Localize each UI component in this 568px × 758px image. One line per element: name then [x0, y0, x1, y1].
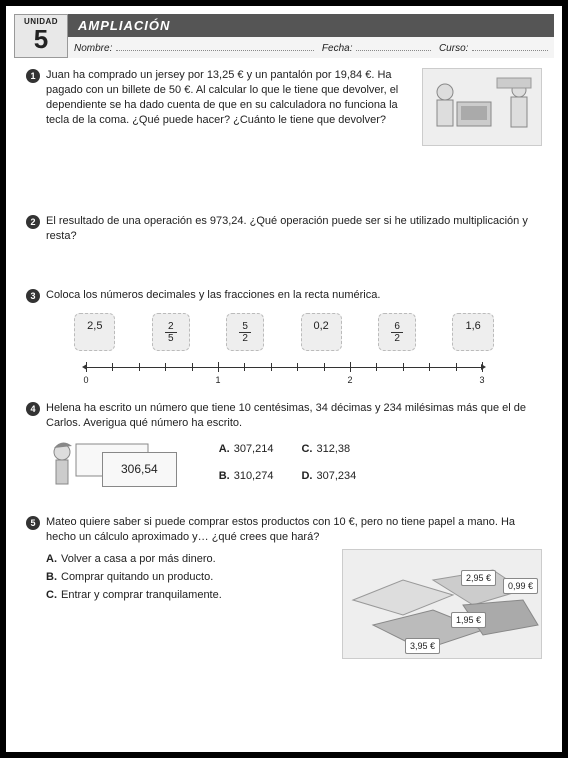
number-chip: 2,5 [74, 313, 115, 351]
question-1: 1 Juan ha comprado un jersey por 13,25 €… [26, 68, 542, 146]
question-2: 2 El resultado de una operación es 973,2… [26, 214, 542, 244]
q4-option-a: A.307,214 [219, 442, 274, 457]
q-number: 2 [26, 215, 40, 229]
axis-label: 1 [215, 375, 220, 385]
curso-input-line[interactable] [472, 41, 548, 51]
price-tag: 1,95 € [451, 612, 486, 628]
price-tag: 0,99 € [503, 578, 538, 594]
axis-label: 2 [347, 375, 352, 385]
number-chip: 1,6 [452, 313, 493, 351]
number-line: 0 1 2 3 [86, 361, 482, 387]
nombre-label: Nombre: [74, 43, 112, 54]
number-chip: 62 [378, 313, 416, 351]
question-3: 3 Coloca los números decimales y las fra… [26, 288, 542, 303]
price-tag: 3,95 € [405, 638, 440, 654]
number-chip: 25 [152, 313, 190, 351]
q4-option-c: C.312,38 [301, 442, 356, 457]
axis-label: 3 [479, 375, 484, 385]
q5-text: Mateo quiere saber si puede comprar esto… [46, 515, 542, 545]
q4-base-number: 306,54 [102, 452, 177, 486]
unit-number: 5 [15, 26, 67, 52]
q-number: 4 [26, 402, 40, 416]
title-wrap: AMPLIACIÓN Nombre: Fecha: Curso: [68, 14, 554, 58]
question-5: 5 Mateo quiere saber si puede comprar es… [26, 515, 542, 659]
q5-options: A.Volver a casa a por más dinero. B.Comp… [46, 549, 330, 606]
number-chip: 0,2 [301, 313, 342, 351]
q5-option-b: B.Comprar quitando un producto. [46, 570, 330, 585]
q-number: 1 [26, 69, 40, 83]
q4-option-d: D.307,234 [301, 469, 356, 484]
q5-option-a: A.Volver a casa a por más dinero. [46, 552, 330, 567]
shop-illustration [422, 68, 542, 146]
price-tag: 2,95 € [461, 570, 496, 586]
page-title: AMPLIACIÓN [68, 14, 554, 37]
fecha-input-line[interactable] [356, 41, 430, 51]
q-number: 5 [26, 516, 40, 530]
q3-chips: 2,5 25 52 0,2 62 1,6 [56, 313, 512, 351]
worksheet-header: UNIDAD 5 AMPLIACIÓN Nombre: Fecha: Curso… [14, 14, 554, 58]
fecha-label: Fecha: [322, 43, 353, 54]
q4-options: A.307,214 C.312,38 B.310,274 D.307,234 [219, 442, 357, 484]
question-4: 4 Helena ha escrito un número que tiene … [26, 401, 542, 496]
q4-option-b: B.310,274 [219, 469, 274, 484]
header-fields: Nombre: Fecha: Curso: [68, 37, 554, 58]
axis-label: 0 [83, 375, 88, 385]
q4-text: Helena ha escrito un número que tiene 10… [46, 401, 542, 431]
q3-text: Coloca los números decimales y las fracc… [46, 288, 542, 303]
q2-text: El resultado de una operación es 973,24.… [46, 214, 542, 244]
q-number: 3 [26, 289, 40, 303]
unit-box: UNIDAD 5 [14, 14, 68, 58]
content: 1 Juan ha comprado un jersey por 13,25 €… [6, 58, 562, 675]
number-chip: 52 [226, 313, 264, 351]
q5-option-c: C.Entrar y comprar tranquilamente. [46, 588, 330, 603]
curso-label: Curso: [439, 43, 468, 54]
products-illustration: 2,95 € 0,99 € 1,95 € 3,95 € [342, 549, 542, 659]
q1-text: Juan ha comprado un jersey por 13,25 € y… [46, 68, 414, 127]
nombre-input-line[interactable] [116, 41, 314, 51]
